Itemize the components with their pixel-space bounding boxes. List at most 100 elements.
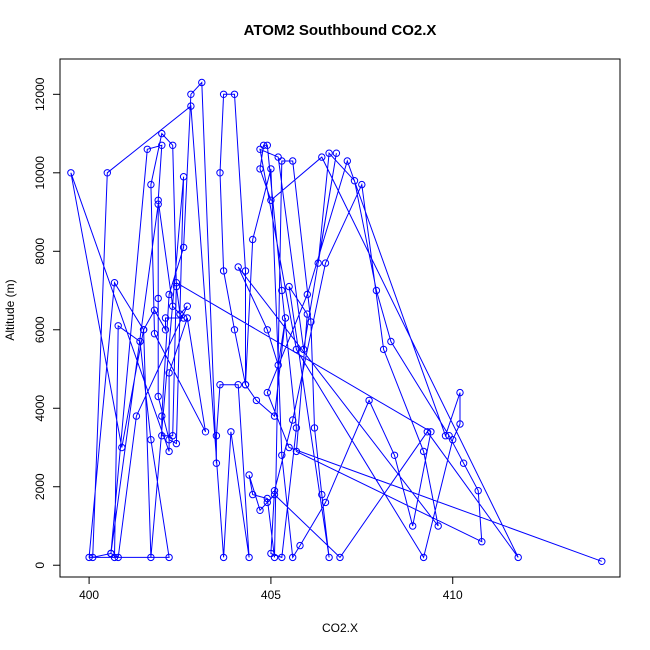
data-point <box>289 553 297 562</box>
data-point <box>179 243 188 252</box>
data-point <box>285 443 293 452</box>
data-point <box>270 490 279 499</box>
data-point <box>198 78 206 87</box>
data-point <box>147 180 155 189</box>
data-point <box>158 412 166 420</box>
data-point <box>143 145 152 154</box>
data-point <box>427 428 435 436</box>
data-point <box>289 157 297 165</box>
data-point <box>183 314 192 322</box>
data-point <box>249 490 257 499</box>
chart-title: ATOM2 Southbound CO2.X <box>244 22 437 39</box>
data-point <box>139 326 148 334</box>
data-point <box>114 322 122 330</box>
data-point <box>150 330 159 338</box>
data-point <box>201 428 210 436</box>
data-point <box>172 279 181 287</box>
data-point <box>292 345 301 354</box>
data-point <box>110 279 119 287</box>
data-point <box>267 549 275 558</box>
data-point <box>252 396 261 405</box>
data-point <box>419 447 428 456</box>
data-point <box>172 439 181 448</box>
data-point <box>165 436 173 444</box>
plot-area <box>59 58 621 578</box>
data-point <box>274 361 282 369</box>
data-point <box>219 267 228 275</box>
data-point <box>434 522 442 530</box>
data-point <box>318 153 326 161</box>
y-axis: 0 2000 4000 6000 8000 10000 12000 <box>33 77 60 569</box>
data-point <box>314 259 322 267</box>
data-point <box>234 381 242 389</box>
data-point <box>263 141 271 150</box>
data-point <box>292 447 301 456</box>
data-point <box>419 553 428 562</box>
data-point <box>379 345 388 354</box>
data-point <box>514 553 522 562</box>
data-point <box>245 553 253 562</box>
data-point <box>147 553 155 562</box>
data-point <box>154 294 162 303</box>
data-point <box>169 141 177 150</box>
data-point <box>423 428 431 436</box>
data-point <box>459 459 468 467</box>
data-point <box>256 165 264 173</box>
series-layer <box>67 78 606 565</box>
data-point <box>165 553 173 562</box>
data-point <box>132 412 141 420</box>
data-point <box>169 302 177 310</box>
data-point <box>179 173 188 181</box>
data-point <box>85 553 93 562</box>
data-point <box>216 381 224 389</box>
data-point <box>154 392 162 401</box>
data-point <box>230 326 239 334</box>
data-point <box>278 157 286 165</box>
x-tick-label: 400 <box>79 588 99 602</box>
data-point <box>183 302 192 310</box>
data-point <box>278 286 286 295</box>
data-point <box>325 553 333 562</box>
data-point <box>445 432 453 440</box>
data-point <box>187 102 195 110</box>
data-point <box>227 428 235 436</box>
data-point <box>289 416 297 424</box>
data-point <box>390 451 399 459</box>
data-point <box>285 282 293 291</box>
data-point <box>234 263 242 271</box>
data-point <box>358 180 366 189</box>
data-point <box>110 553 119 562</box>
data-point <box>118 443 126 452</box>
data-point <box>267 196 275 205</box>
data-point <box>270 487 279 495</box>
y-tick-label: 6000 <box>33 316 47 343</box>
data-point <box>310 424 319 432</box>
y-tick-label: 10000 <box>33 156 47 190</box>
data-point <box>478 538 486 546</box>
data-point <box>267 165 275 173</box>
data-point <box>281 314 290 322</box>
data-point <box>158 141 166 150</box>
y-tick-label: 2000 <box>33 473 47 500</box>
data-point <box>67 169 75 177</box>
data-point <box>245 471 253 479</box>
data-point <box>216 169 224 177</box>
data-point <box>219 553 228 562</box>
data-point <box>321 498 330 507</box>
data-point <box>114 553 122 562</box>
data-point <box>270 412 279 420</box>
data-point <box>456 420 464 428</box>
data-point <box>474 487 482 495</box>
data-point <box>165 447 173 456</box>
data-point <box>365 396 373 405</box>
data-point <box>212 432 221 440</box>
data-point <box>176 310 184 318</box>
data-point <box>321 259 330 267</box>
data-point <box>165 369 173 377</box>
data-point <box>187 90 195 99</box>
data-point <box>147 436 155 444</box>
data-point <box>158 432 166 440</box>
data-point <box>303 290 311 299</box>
data-point <box>350 177 359 185</box>
